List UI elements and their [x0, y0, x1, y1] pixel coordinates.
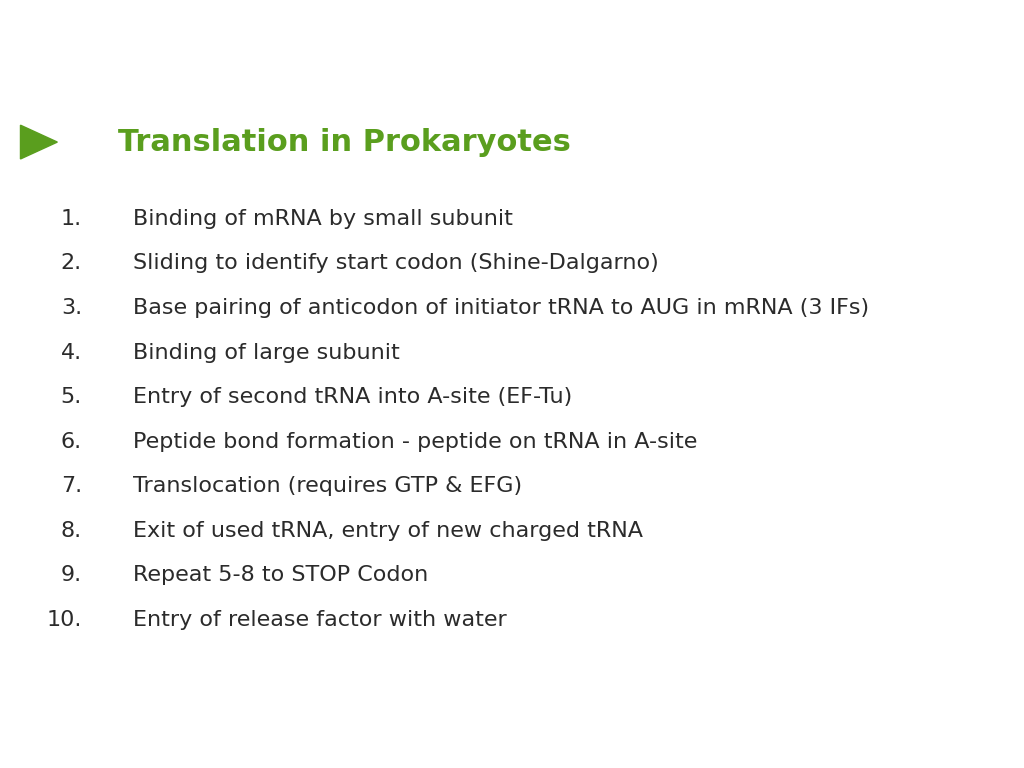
Text: 2.: 2.	[60, 253, 82, 273]
Text: Repeat 5-8 to STOP Codon: Repeat 5-8 to STOP Codon	[133, 565, 428, 585]
Text: 3.: 3.	[60, 298, 82, 318]
Text: 7.: 7.	[60, 476, 82, 496]
Text: Entry of second tRNA into A-site (EF-Tu): Entry of second tRNA into A-site (EF-Tu)	[133, 387, 572, 407]
Text: Binding of large subunit: Binding of large subunit	[133, 343, 399, 362]
Text: Sliding to identify start codon (Shine-Dalgarno): Sliding to identify start codon (Shine-D…	[133, 253, 658, 273]
Text: 5.: 5.	[60, 387, 82, 407]
Text: Binding of mRNA by small subunit: Binding of mRNA by small subunit	[133, 209, 513, 229]
Text: Translation in Prokaryotes: Translation in Prokaryotes	[118, 127, 570, 157]
Text: 10.: 10.	[46, 610, 82, 630]
Text: 9.: 9.	[60, 565, 82, 585]
Text: Translocation (requires GTP & EFG): Translocation (requires GTP & EFG)	[133, 476, 522, 496]
Polygon shape	[20, 125, 57, 159]
Text: 4.: 4.	[60, 343, 82, 362]
Text: Entry of release factor with water: Entry of release factor with water	[133, 610, 507, 630]
Text: Base pairing of anticodon of initiator tRNA to AUG in mRNA (3 IFs): Base pairing of anticodon of initiator t…	[133, 298, 869, 318]
Text: 8.: 8.	[60, 521, 82, 541]
Text: Exit of used tRNA, entry of new charged tRNA: Exit of used tRNA, entry of new charged …	[133, 521, 643, 541]
Text: Peptide bond formation - peptide on tRNA in A-site: Peptide bond formation - peptide on tRNA…	[133, 432, 697, 452]
Text: 1.: 1.	[60, 209, 82, 229]
Text: 6.: 6.	[60, 432, 82, 452]
